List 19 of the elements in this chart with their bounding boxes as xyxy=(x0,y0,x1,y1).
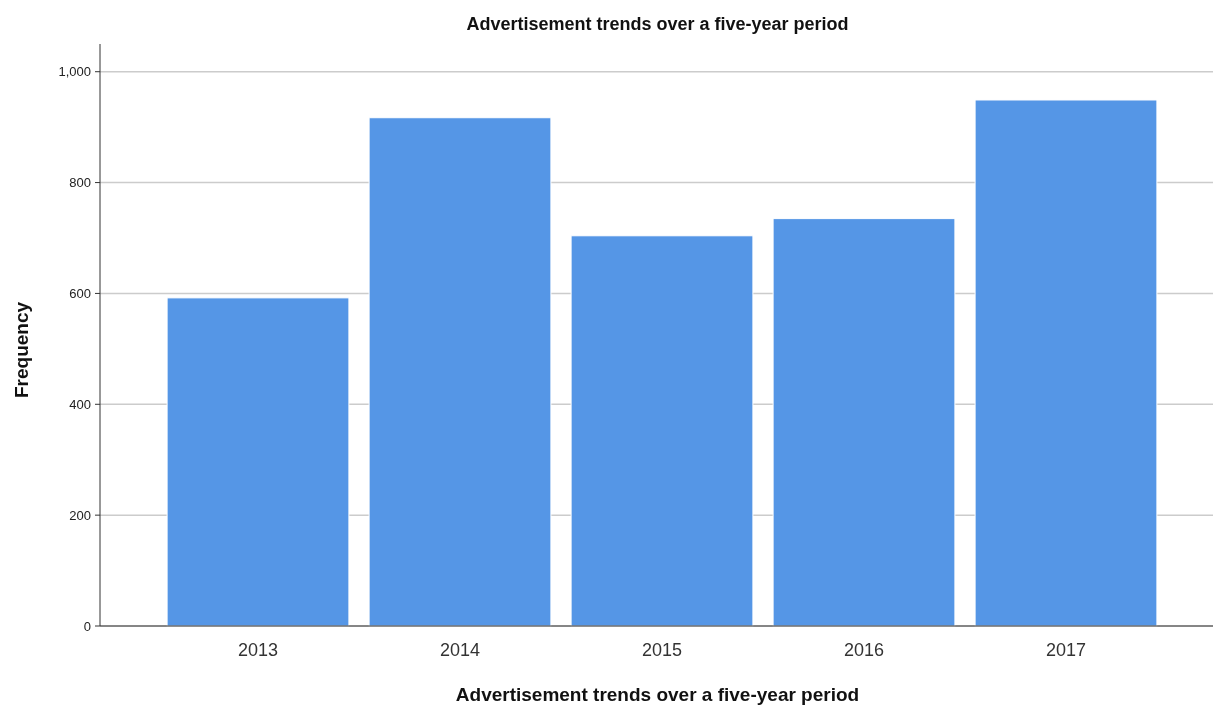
y-tick-label: 400 xyxy=(69,396,91,412)
bar xyxy=(772,218,956,627)
x-tick-label: 2015 xyxy=(641,640,683,660)
y-tick-label: 0 xyxy=(83,618,91,634)
y-axis-title: Frequency xyxy=(11,301,32,399)
x-tick-label: 2013 xyxy=(237,640,279,660)
y-tick-label: 600 xyxy=(69,285,91,301)
bar xyxy=(368,117,552,627)
y-tick-label: 1,000 xyxy=(58,64,91,80)
bar xyxy=(166,297,350,627)
x-axis-title: Advertisement trends over a five-year period xyxy=(455,684,860,705)
y-tick-label: 800 xyxy=(69,175,91,191)
y-tick-label: 200 xyxy=(69,507,91,523)
x-tick-label: 2017 xyxy=(1045,640,1087,660)
x-tick-label: 2014 xyxy=(439,640,481,660)
chart-title: Advertisement trends over a five-year period xyxy=(466,14,849,34)
bar xyxy=(974,99,1158,627)
bar xyxy=(570,235,754,627)
x-tick-label: 2016 xyxy=(843,640,885,660)
